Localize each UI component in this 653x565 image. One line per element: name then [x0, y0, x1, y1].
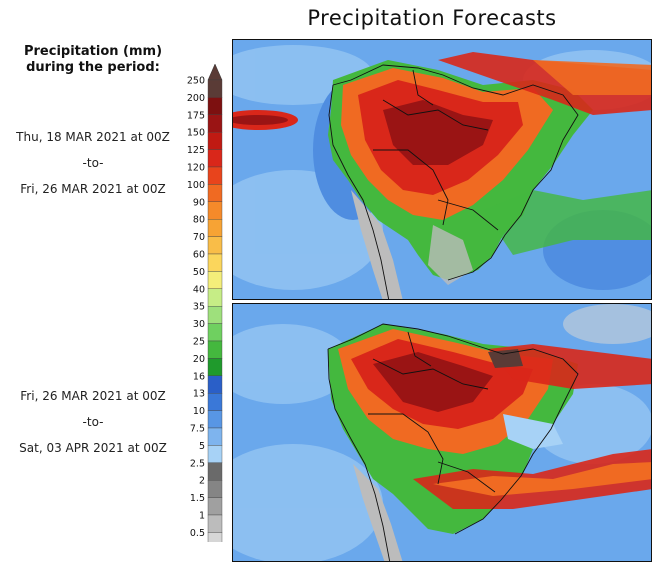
legend-tick-label: 250: [187, 76, 205, 87]
legend-swatch: [207, 149, 223, 168]
legend-tick-label: 125: [187, 145, 205, 156]
legend-swatch: [207, 253, 223, 272]
country-borders: [328, 64, 579, 299]
legend-swatch: [207, 358, 223, 376]
period-2-end: Sat, 03 APR 2021 at 00Z: [19, 441, 167, 455]
legend-tick-label: 1: [199, 511, 205, 522]
legend-swatch: [207, 166, 223, 185]
period-2-start: Fri, 26 MAR 2021 at 00Z: [20, 389, 166, 403]
legend-tick-label: 100: [187, 180, 205, 191]
legend-tick-label: 40: [193, 284, 205, 295]
precip-map-2: [233, 304, 651, 561]
legend-tick-label: 2: [199, 476, 205, 487]
legend-title-line-1: Precipitation (mm): [23, 44, 163, 59]
period-1-start: Thu, 18 MAR 2021 at 00Z: [16, 130, 170, 144]
legend-swatch: [207, 375, 223, 394]
legend-tick-label: 175: [187, 110, 205, 121]
period-1-end: Fri, 26 MAR 2021 at 00Z: [20, 182, 166, 196]
legend-swatch: [207, 514, 223, 533]
legend-tick-label: 7.5: [190, 424, 205, 435]
legend-swatch: [207, 497, 223, 516]
legend-tick-label: 0.5: [190, 528, 205, 539]
dry-coastal-strip: [353, 464, 403, 561]
legend-tick-label: 80: [193, 215, 205, 226]
legend-arrow-up: [207, 63, 223, 81]
legend-tick-label: 70: [193, 232, 205, 243]
legend-swatch: [207, 305, 223, 324]
legend-title: Precipitation (mm) during the period:: [0, 44, 186, 76]
legend-swatch: [207, 201, 223, 220]
legend-swatch: [207, 271, 223, 289]
legend-swatch: [207, 340, 223, 359]
legend-tick-label: 16: [193, 371, 205, 382]
legend-tick-label: 90: [193, 197, 205, 208]
period-2-separator: -to-: [82, 415, 104, 429]
legend-swatch: [207, 236, 223, 255]
legend-tick-label: 120: [187, 163, 205, 174]
atlantic-rain-band: [488, 344, 651, 389]
legend-swatch: [207, 427, 223, 446]
legend-swatch: [207, 480, 223, 498]
legend-swatch: [207, 184, 223, 203]
forecast-map-period-2: [232, 303, 652, 562]
legend-tick-label: 10: [193, 406, 205, 417]
country-borders: [327, 323, 579, 561]
legend-tick-label: 60: [193, 250, 205, 261]
legend-swatch: [207, 114, 223, 133]
legend-tick-label: 2.5: [190, 458, 205, 469]
dry-interior-patch: [503, 414, 563, 449]
legend-tick-label: 25: [193, 337, 205, 348]
page-title: Precipitation Forecasts: [307, 6, 557, 30]
period-2-label: Fri, 26 MAR 2021 at 00Z -to- Sat, 03 APR…: [0, 383, 186, 461]
period-1-label: Thu, 18 MAR 2021 at 00Z -to- Fri, 26 MAR…: [0, 124, 186, 202]
legend-tick-label: 35: [193, 302, 205, 313]
legend-swatch: [207, 131, 223, 150]
legend-tick-label: 5: [199, 441, 205, 452]
legend-swatch: [207, 462, 223, 481]
legend-tick-label: 150: [187, 128, 205, 139]
legend-title-line-2: during the period:: [26, 60, 160, 75]
precip-map-1: [233, 40, 651, 299]
legend-tick-label: 30: [193, 319, 205, 330]
legend-swatch: [207, 532, 223, 542]
legend-tick-label: 20: [193, 354, 205, 365]
legend-tick-label: 200: [187, 93, 205, 104]
legend-swatch: [207, 288, 223, 307]
legend-tick-label: 1.5: [190, 493, 205, 504]
color-scale-legend: 2502001751501251201009080706050403530252…: [187, 63, 223, 542]
legend-tick-label: 13: [193, 389, 205, 400]
legend-swatch: [207, 97, 223, 116]
legend-swatch: [207, 218, 223, 237]
legend-swatch: [207, 323, 223, 342]
legend-swatch: [207, 79, 223, 98]
period-1-separator: -to-: [82, 156, 104, 170]
legend-tick-label: 50: [193, 267, 205, 278]
forecast-map-period-1: [232, 39, 652, 300]
legend-swatch: [207, 393, 223, 411]
legend-swatch: [207, 445, 223, 463]
legend-swatch: [207, 410, 223, 429]
